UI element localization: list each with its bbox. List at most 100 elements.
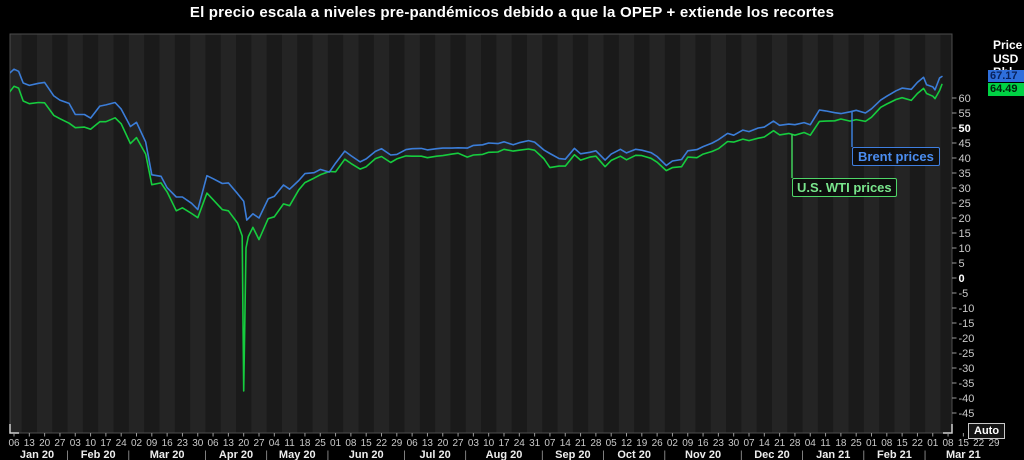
x-day-label: 15 [897, 438, 909, 449]
week-stripe [710, 34, 727, 433]
week-stripe [894, 34, 910, 433]
month-separator: | [541, 450, 544, 460]
week-stripe [159, 34, 175, 433]
x-day-label: 09 [146, 438, 158, 449]
x-day-label: 17 [498, 438, 510, 449]
x-day-label: 17 [100, 438, 112, 449]
x-day-label: 03 [70, 438, 82, 449]
y-tick-label: -30 [959, 363, 975, 375]
month-separator: | [924, 450, 927, 460]
y-tick-label: 50 [959, 123, 971, 135]
week-stripe [251, 34, 267, 433]
week-stripe [771, 34, 788, 433]
y-tick-label: 30 [959, 183, 971, 195]
chart-title: El precio escala a niveles pre-pandémico… [189, 4, 835, 21]
x-day-label: 21 [575, 438, 587, 449]
x-day-label: 22 [376, 438, 388, 449]
y-tick-label: 15 [959, 228, 971, 240]
x-day-label: 23 [177, 438, 189, 449]
x-month-label: Nov 20 [685, 449, 721, 460]
week-stripe [741, 34, 757, 433]
x-day-label: 08 [943, 438, 955, 449]
x-day-label: 11 [284, 438, 295, 449]
y-tick-label: -5 [959, 288, 969, 300]
x-day-label: 16 [162, 438, 174, 449]
x-day-label: 03 [468, 438, 480, 449]
y-tick-label: 60 [959, 93, 971, 105]
x-month-label: Oct 20 [617, 449, 651, 460]
wti-last-price-badge: 64.49 [988, 82, 1024, 96]
x-day-label: 02 [131, 438, 143, 449]
x-day-label: 05 [606, 438, 618, 449]
x-month-label: Feb 21 [877, 449, 912, 460]
y-tick-label: -40 [959, 393, 975, 405]
week-stripe [220, 34, 237, 433]
week-stripe [373, 34, 390, 433]
week-stripe [680, 34, 696, 433]
x-month-label: Jan 20 [20, 449, 54, 460]
x-month-label: Jun 20 [349, 449, 384, 460]
x-day-label: 20 [39, 438, 51, 449]
x-day-label: 06 [407, 438, 419, 449]
week-stripe [588, 34, 604, 433]
week-stripe [833, 34, 849, 433]
y-tick-label: -20 [959, 333, 975, 345]
y-tick-label: -10 [959, 303, 975, 315]
auto-scale-button[interactable]: Auto [968, 423, 1006, 439]
x-day-label: 22 [973, 438, 985, 449]
x-day-label: 13 [422, 438, 434, 449]
week-stripe [435, 34, 451, 433]
x-month-label: Sep 20 [555, 449, 590, 460]
brent-line [10, 68, 943, 221]
month-separator: | [66, 450, 69, 460]
x-day-label: 12 [621, 438, 633, 449]
month-separator: | [128, 450, 131, 460]
x-day-label: 06 [208, 438, 220, 449]
x-day-label: 04 [269, 438, 281, 449]
x-day-label: 18 [299, 438, 311, 449]
week-stripe [67, 34, 83, 433]
x-day-label: 23 [713, 438, 725, 449]
x-day-label: 06 [8, 438, 20, 449]
brent-legend-label[interactable]: Brent prices [852, 147, 940, 166]
month-separator: | [265, 450, 268, 460]
week-stripe [925, 34, 941, 433]
week-stripe [128, 34, 145, 433]
y-tick-label: 20 [959, 213, 971, 225]
y-tick-label: 40 [959, 153, 971, 165]
month-separator: | [403, 450, 406, 460]
week-stripe [281, 34, 298, 433]
month-separator: | [327, 450, 330, 460]
y-tick-label: -25 [959, 348, 975, 360]
x-month-label: Dec 20 [754, 449, 789, 460]
week-stripe [343, 34, 359, 433]
x-day-label: 15 [361, 438, 373, 449]
week-stripe [649, 34, 665, 433]
x-month-label: Feb 20 [81, 449, 116, 460]
week-stripe [465, 34, 482, 433]
x-day-label: 20 [238, 438, 250, 449]
x-day-label: 31 [529, 438, 541, 449]
week-stripe [36, 34, 53, 433]
wti-line [10, 83, 943, 392]
x-day-label: 19 [636, 438, 648, 449]
y-tick-label: 35 [959, 168, 971, 180]
week-stripe [802, 34, 818, 433]
x-day-label: 07 [743, 438, 755, 449]
week-stripe [312, 34, 328, 433]
y-tick-label: 10 [959, 243, 971, 255]
x-month-label: Aug 20 [486, 449, 523, 460]
x-day-label: 16 [698, 438, 710, 449]
week-stripe [496, 34, 512, 433]
plot-corner-handle-right [943, 424, 953, 434]
wti-legend-label[interactable]: U.S. WTI prices [792, 178, 897, 197]
x-month-label: Apr 20 [219, 449, 253, 460]
week-stripe [557, 34, 573, 433]
month-separator: | [740, 450, 743, 460]
y-tick-label: 5 [959, 258, 965, 270]
x-day-label: 04 [805, 438, 817, 449]
week-stripe [190, 34, 206, 433]
y-tick-label: 45 [959, 138, 971, 150]
